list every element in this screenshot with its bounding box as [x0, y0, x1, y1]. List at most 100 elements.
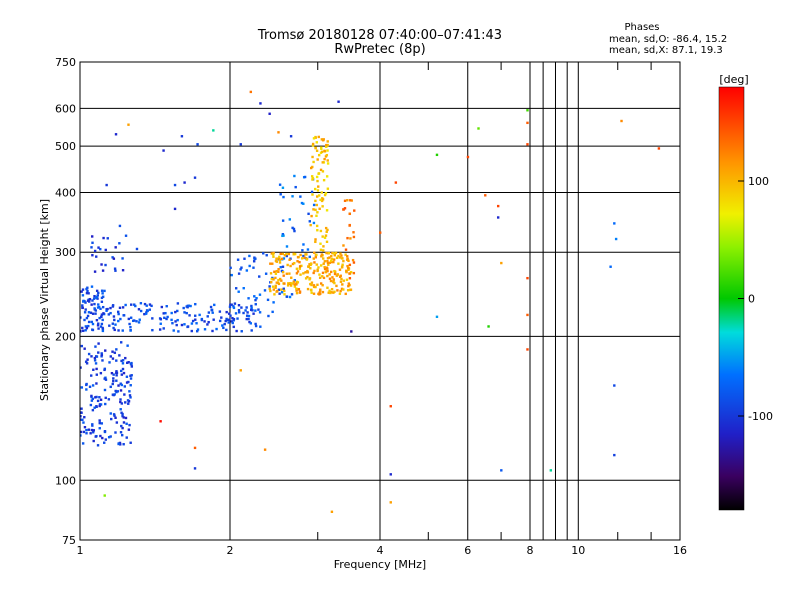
data-point	[282, 274, 285, 277]
data-point	[326, 187, 330, 190]
minor-ticks	[317, 62, 652, 540]
data-point	[250, 304, 253, 308]
data-point	[283, 254, 287, 257]
data-point	[477, 127, 480, 130]
data-point	[80, 430, 83, 434]
data-point	[333, 281, 336, 285]
data-point	[194, 318, 197, 321]
data-point	[379, 231, 382, 234]
data-point	[194, 302, 197, 306]
data-point	[290, 293, 294, 296]
data-point	[101, 329, 105, 333]
data-point	[315, 253, 318, 257]
data-point	[129, 316, 133, 319]
data-point	[250, 306, 253, 310]
data-point	[236, 317, 239, 320]
data-point	[314, 285, 317, 289]
data-point	[82, 430, 86, 434]
data-point	[325, 153, 329, 157]
data-point	[121, 306, 125, 309]
data-point	[232, 325, 235, 329]
data-point	[218, 310, 222, 313]
data-point	[321, 198, 325, 201]
data-point	[90, 285, 94, 288]
data-point	[316, 211, 319, 214]
data-point	[657, 147, 661, 150]
data-point	[322, 245, 325, 248]
data-point	[83, 425, 87, 429]
data-point	[220, 316, 223, 319]
data-point	[337, 262, 340, 265]
data-point	[85, 382, 88, 386]
data-point	[126, 344, 129, 347]
y-tick-label: 200	[55, 330, 76, 343]
data-point	[187, 304, 191, 307]
data-point	[121, 329, 124, 332]
data-point	[328, 277, 332, 280]
data-point	[229, 266, 232, 270]
data-point	[125, 381, 129, 384]
data-point	[247, 317, 250, 321]
data-point	[282, 257, 286, 260]
data-point	[137, 308, 141, 311]
data-point	[275, 290, 278, 293]
data-point	[323, 267, 327, 271]
data-point	[203, 320, 206, 323]
data-point	[183, 323, 186, 326]
data-point	[311, 155, 314, 159]
data-point	[138, 318, 141, 321]
data-point	[328, 289, 331, 292]
data-point	[100, 322, 104, 326]
data-point	[163, 316, 166, 319]
data-point	[80, 316, 82, 319]
data-point	[100, 353, 104, 356]
data-point	[309, 267, 312, 270]
data-point	[341, 263, 344, 266]
data-point	[119, 317, 122, 321]
data-point	[275, 269, 278, 273]
data-point	[287, 252, 291, 256]
data-point	[135, 247, 139, 251]
data-point	[322, 138, 325, 141]
data-point	[270, 252, 274, 255]
data-point	[129, 325, 132, 329]
data-point	[318, 293, 321, 296]
data-point	[103, 367, 107, 371]
data-point	[314, 256, 318, 259]
data-point	[285, 272, 289, 275]
data-point	[150, 304, 153, 308]
data-point	[92, 431, 95, 434]
data-point	[112, 379, 115, 383]
data-point	[310, 214, 313, 218]
data-point	[389, 405, 392, 408]
data-point	[347, 259, 350, 263]
data-point	[102, 236, 105, 240]
data-point	[278, 261, 282, 264]
data-point	[193, 467, 197, 470]
data-point	[182, 306, 185, 310]
data-point	[286, 263, 289, 267]
data-point	[277, 282, 281, 286]
data-point	[86, 299, 90, 302]
data-point	[332, 280, 335, 283]
data-point	[129, 441, 132, 444]
data-point	[123, 385, 127, 388]
data-point	[87, 320, 91, 324]
data-point	[229, 314, 232, 317]
data-point	[323, 265, 326, 269]
data-point	[120, 341, 123, 344]
data-point	[84, 301, 87, 304]
data-point	[211, 311, 214, 314]
data-point	[272, 301, 275, 304]
data-point	[320, 138, 324, 141]
data-point	[325, 230, 328, 234]
data-point	[318, 291, 321, 294]
data-point	[92, 297, 96, 300]
data-point	[340, 287, 344, 291]
data-point	[315, 141, 318, 144]
data-point	[230, 303, 233, 306]
data-point	[266, 298, 270, 302]
data-point	[254, 324, 258, 328]
data-point	[206, 323, 209, 326]
data-point	[96, 297, 99, 300]
